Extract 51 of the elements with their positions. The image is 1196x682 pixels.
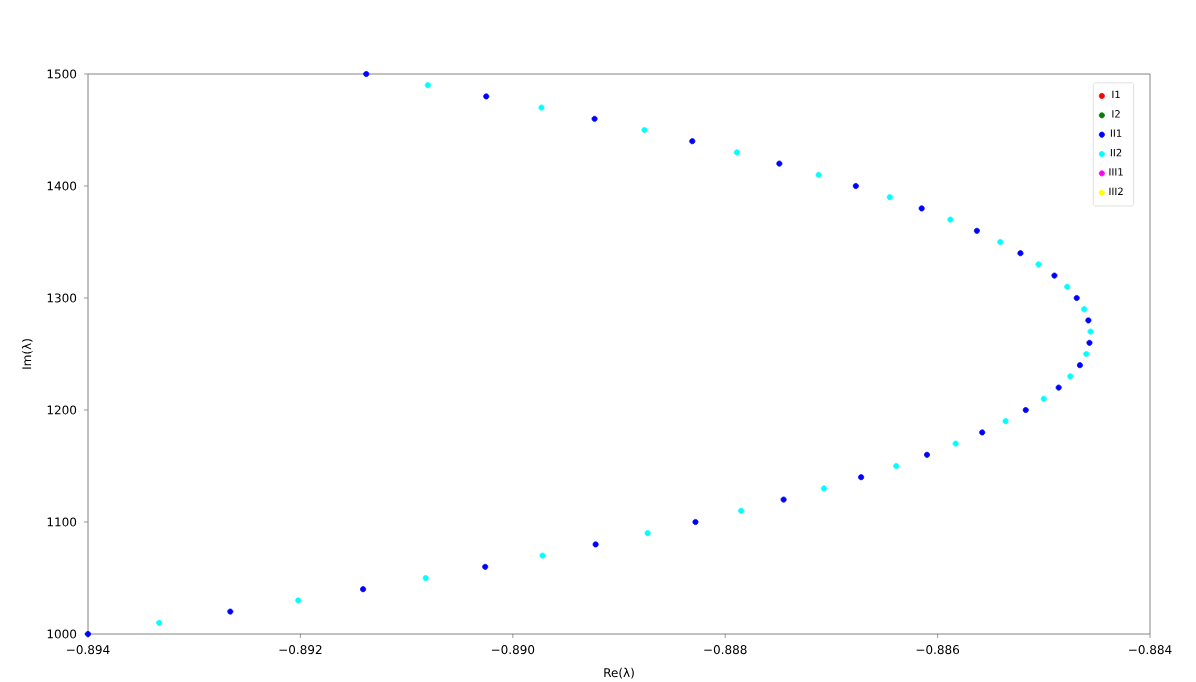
point bbox=[644, 530, 651, 537]
point bbox=[1051, 272, 1058, 279]
point bbox=[1087, 328, 1094, 335]
point bbox=[539, 552, 546, 559]
point bbox=[1017, 250, 1024, 257]
point bbox=[1073, 295, 1080, 301]
point bbox=[1064, 283, 1071, 290]
point bbox=[482, 563, 489, 570]
point bbox=[858, 474, 865, 481]
point bbox=[852, 183, 859, 189]
point bbox=[973, 227, 980, 234]
point bbox=[363, 71, 370, 78]
point bbox=[1002, 418, 1009, 425]
point bbox=[692, 519, 699, 525]
point bbox=[1040, 395, 1047, 402]
point bbox=[918, 205, 925, 212]
point bbox=[893, 463, 900, 469]
point bbox=[733, 149, 740, 156]
point bbox=[1081, 306, 1088, 313]
point bbox=[422, 575, 429, 581]
point bbox=[780, 496, 787, 503]
point bbox=[295, 597, 302, 604]
point bbox=[923, 451, 930, 458]
point bbox=[592, 541, 599, 548]
point bbox=[1067, 373, 1074, 380]
point bbox=[997, 239, 1004, 246]
point bbox=[360, 586, 367, 593]
point bbox=[591, 115, 598, 122]
point bbox=[947, 216, 954, 223]
point bbox=[820, 485, 827, 492]
point bbox=[1086, 339, 1093, 346]
point bbox=[483, 93, 490, 100]
point bbox=[952, 440, 959, 447]
point bbox=[815, 171, 822, 178]
point bbox=[689, 138, 696, 145]
point bbox=[1085, 317, 1092, 324]
point bbox=[1083, 351, 1090, 357]
point bbox=[156, 619, 163, 626]
point bbox=[1055, 384, 1062, 391]
point bbox=[1035, 261, 1042, 268]
point bbox=[538, 104, 545, 111]
point bbox=[641, 127, 648, 133]
point bbox=[227, 608, 234, 615]
point bbox=[424, 82, 431, 89]
point bbox=[85, 631, 91, 637]
point bbox=[776, 160, 783, 167]
point bbox=[1022, 407, 1029, 413]
point bbox=[1076, 362, 1083, 369]
point bbox=[738, 507, 745, 514]
point bbox=[886, 194, 893, 201]
point bbox=[979, 429, 986, 436]
